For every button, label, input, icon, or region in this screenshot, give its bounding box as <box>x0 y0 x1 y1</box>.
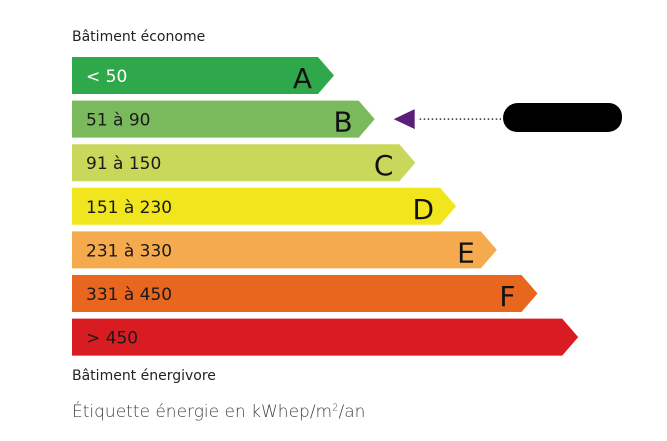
class-range: 91 à 150 <box>86 154 161 174</box>
class-range: > 450 <box>86 329 138 349</box>
indicator-arrow-icon <box>393 109 415 130</box>
class-bar-c <box>72 144 416 182</box>
bottom-label: Bâtiment énergivore <box>72 368 216 384</box>
class-range: 51 à 90 <box>86 111 151 131</box>
class-letter: C <box>374 149 394 182</box>
unit-suffix: /an <box>338 402 366 422</box>
class-bar-e <box>72 231 497 269</box>
class-bar-a <box>72 57 334 94</box>
unit-sup: 2 <box>332 402 339 414</box>
class-letter: B <box>333 106 352 139</box>
class-letter: D <box>413 193 435 226</box>
class-range: 331 à 450 <box>86 285 172 305</box>
class-range: 231 à 330 <box>86 241 172 261</box>
class-letter: E <box>457 236 475 269</box>
class-range: < 50 <box>86 67 127 87</box>
class-letter: F <box>499 280 515 313</box>
class-letter: A <box>293 62 312 95</box>
unit-caption: Étiquette énergie en kWhep/m2/an <box>72 402 365 422</box>
class-bar-d <box>72 187 457 225</box>
unit-prefix: Étiquette énergie en kWhep/m <box>72 402 333 422</box>
class-bar-b <box>72 100 375 138</box>
class-bar-g <box>72 318 579 356</box>
class-bar-f <box>72 275 538 312</box>
class-range: 151 à 230 <box>86 198 172 218</box>
redacted-value <box>503 103 622 132</box>
top-label: Bâtiment économe <box>72 29 206 45</box>
